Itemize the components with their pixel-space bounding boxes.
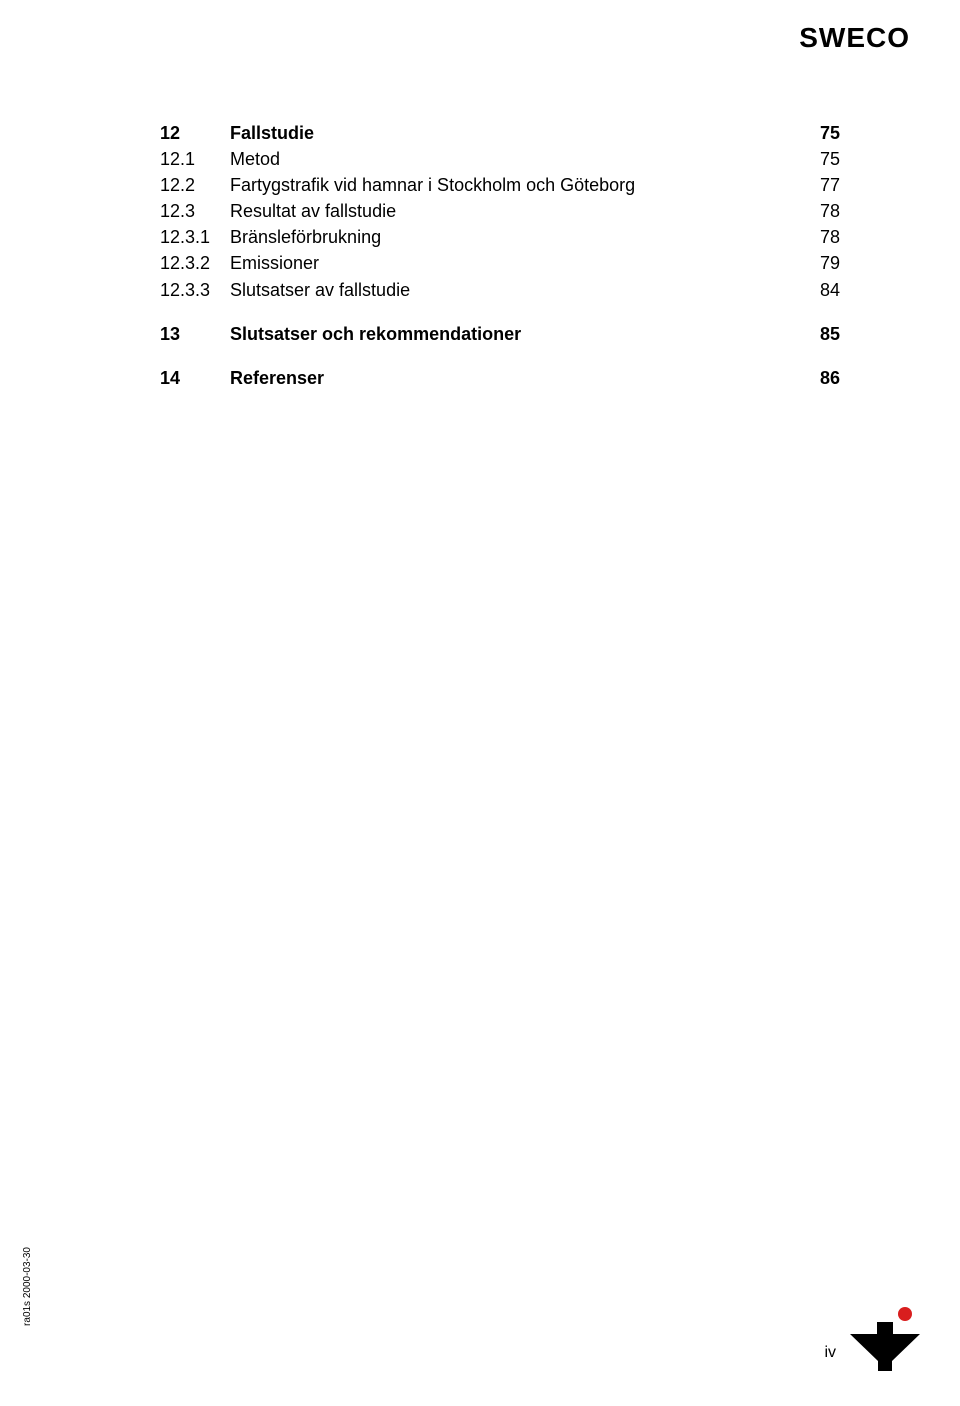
toc-page-number: 78 xyxy=(820,224,840,250)
toc-spacer xyxy=(160,347,840,365)
toc-row-left: 12.3Resultat av fallstudie xyxy=(160,198,396,224)
toc-row: 12.1Metod 75 xyxy=(160,146,840,172)
toc-row-left: 12.2Fartygstrafik vid hamnar i Stockholm… xyxy=(160,172,635,198)
toc-row-left: 13Slutsatser och rekommendationer xyxy=(160,321,521,347)
toc-page-number: 79 xyxy=(820,250,840,276)
toc-section-number: 12.2 xyxy=(160,172,230,198)
side-document-code: ra01s 2000-03-30 xyxy=(22,1247,33,1326)
toc-row-left: 12.3.1Bränsleförbrukning xyxy=(160,224,381,250)
toc-row: 13Slutsatser och rekommendationer 85 xyxy=(160,321,840,347)
toc-row-left: 12.3.3Slutsatser av fallstudie xyxy=(160,277,410,303)
toc-row: 12.3.3Slutsatser av fallstudie 84 xyxy=(160,277,840,303)
toc-section-title: Bränsleförbrukning xyxy=(230,224,381,250)
toc-section-title: Emissioner xyxy=(230,250,319,276)
toc-section-number: 14 xyxy=(160,365,230,391)
toc-row: 14Referenser 86 xyxy=(160,365,840,391)
footer-logo-icon xyxy=(850,1306,920,1371)
toc-section-number: 12.1 xyxy=(160,146,230,172)
toc-section-number: 12 xyxy=(160,120,230,146)
toc-section-number: 12.3.1 xyxy=(160,224,230,250)
toc-section-number: 12.3.3 xyxy=(160,277,230,303)
toc-page-number: 75 xyxy=(820,146,840,172)
toc-section-title: Referenser xyxy=(230,365,324,391)
toc-page-number: 86 xyxy=(820,365,840,391)
toc-row: 12.3.2Emissioner 79 xyxy=(160,250,840,276)
toc-section-title: Resultat av fallstudie xyxy=(230,198,396,224)
toc-section-title: Fartygstrafik vid hamnar i Stockholm och… xyxy=(230,172,635,198)
header-logo-text: SWECO xyxy=(799,22,910,54)
toc-page-number: 75 xyxy=(820,120,840,146)
toc-section-title: Slutsatser av fallstudie xyxy=(230,277,410,303)
toc-section-title: Slutsatser och rekommendationer xyxy=(230,321,521,347)
toc-section-number: 12.3.2 xyxy=(160,250,230,276)
toc-row: 12Fallstudie 75 xyxy=(160,120,840,146)
page-number: iv xyxy=(824,1344,836,1362)
toc-page-number: 85 xyxy=(820,321,840,347)
toc-row-left: 12.3.2Emissioner xyxy=(160,250,319,276)
toc-section-title: Metod xyxy=(230,146,280,172)
toc-spacer xyxy=(160,303,840,321)
toc-row: 12.2Fartygstrafik vid hamnar i Stockholm… xyxy=(160,172,840,198)
toc-page-number: 84 xyxy=(820,277,840,303)
toc-container: 12Fallstudie 75 12.1Metod 75 12.2Fartygstraf… xyxy=(160,120,840,391)
toc-row-left: 12.1Metod xyxy=(160,146,280,172)
toc-row-left: 12Fallstudie xyxy=(160,120,314,146)
toc-section-number: 13 xyxy=(160,321,230,347)
toc-page-number: 77 xyxy=(820,172,840,198)
toc-section-title: Fallstudie xyxy=(230,120,314,146)
toc-row: 12.3Resultat av fallstudie 78 xyxy=(160,198,840,224)
toc-page-number: 78 xyxy=(820,198,840,224)
toc-section-number: 12.3 xyxy=(160,198,230,224)
toc-row-left: 14Referenser xyxy=(160,365,324,391)
toc-row: 12.3.1Bränsleförbrukning 78 xyxy=(160,224,840,250)
